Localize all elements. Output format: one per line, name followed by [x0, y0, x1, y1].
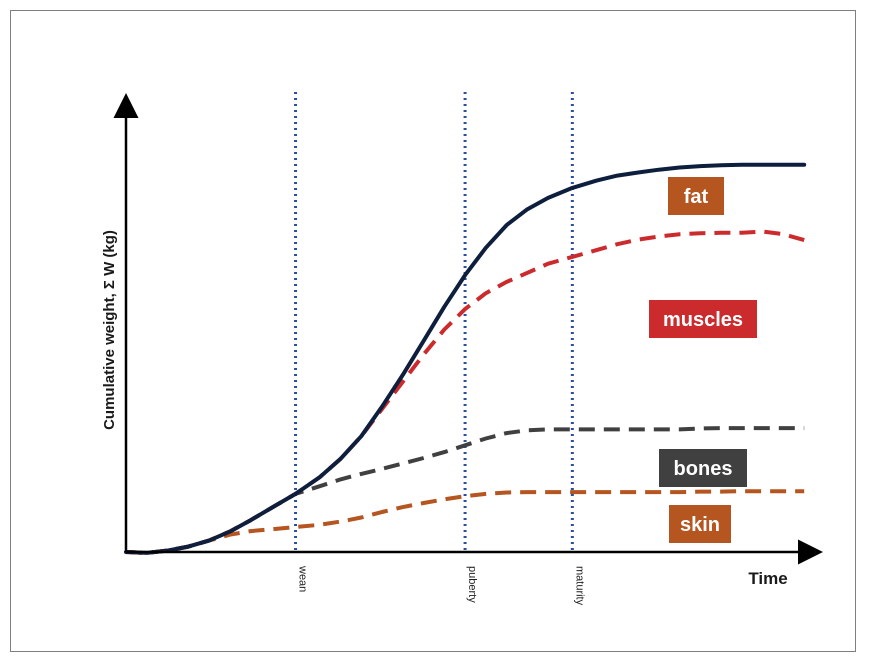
puberty-tick-label: puberty	[466, 566, 478, 603]
bones-label-text: bones	[674, 458, 733, 480]
skin-label-box: skin	[669, 505, 731, 543]
fat-label-box: fat	[668, 177, 724, 215]
muscles-label-text: muscles	[663, 309, 743, 331]
wean-tick-label: wean	[297, 565, 309, 592]
muscles-label-box: muscles	[649, 300, 757, 338]
bones-label-background	[659, 449, 747, 487]
phase-tick-labels: wean puberty maturity	[297, 565, 586, 606]
phase-markers	[294, 92, 574, 552]
maturity-tick-label: maturity	[573, 566, 585, 606]
skin-label-text: skin	[680, 514, 720, 536]
series-labels: fat muscles bones skin	[649, 177, 757, 543]
bones-label-box: bones	[659, 449, 747, 487]
muscles-label-background	[649, 300, 757, 338]
fat-label-text: fat	[684, 186, 709, 208]
series-lines	[124, 162, 807, 555]
x-axis-title: Time	[748, 569, 787, 588]
skin-series-line	[125, 489, 805, 555]
y-axis-title: Cumulative weight, Σ W (kg)	[101, 230, 118, 430]
fat-label-background	[668, 177, 724, 215]
fat-series-line	[124, 162, 807, 555]
skin-label-background	[669, 505, 731, 543]
